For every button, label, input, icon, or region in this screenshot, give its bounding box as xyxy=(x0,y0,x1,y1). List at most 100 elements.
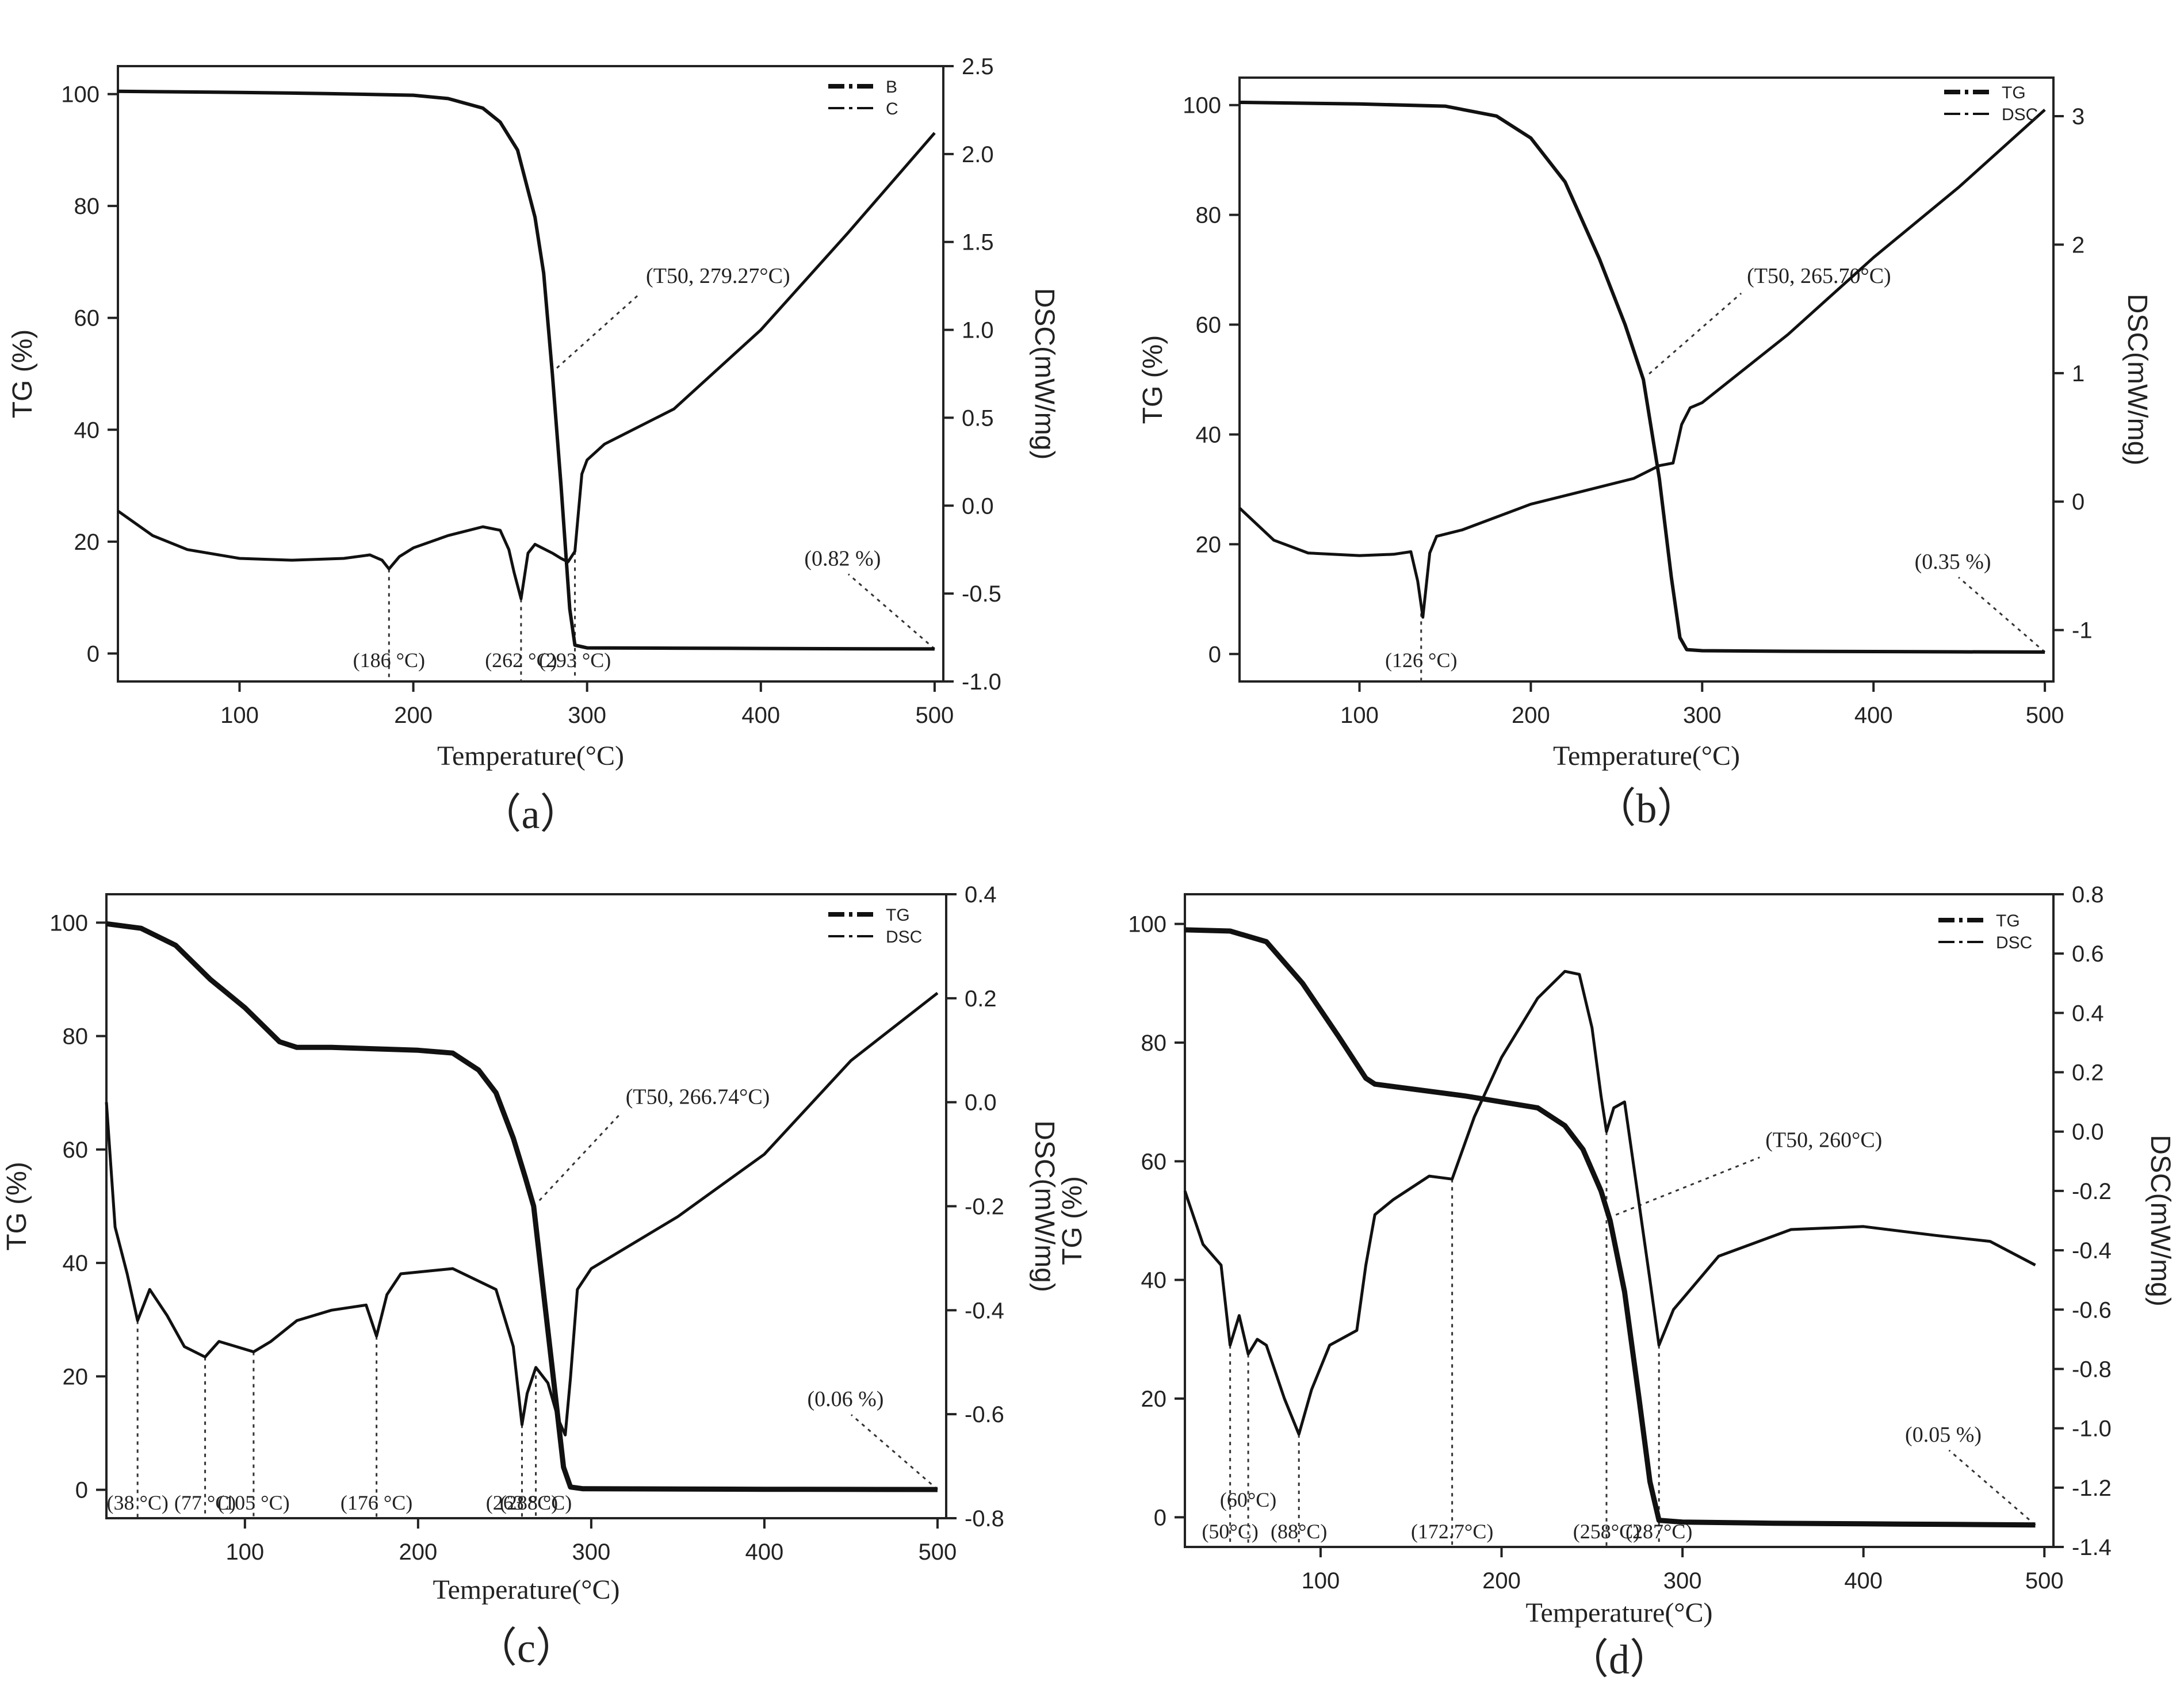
y2-tick-label: 1.0 xyxy=(962,318,994,343)
peak-annotation: (263 °C) xyxy=(486,1491,558,1514)
residue-annotation: (0.35 %) xyxy=(1915,550,1991,574)
y2-tick-label: -0.6 xyxy=(2072,1297,2112,1323)
x-tick-label: 500 xyxy=(2025,1568,2064,1594)
t50-leader-line xyxy=(538,1113,621,1201)
y2-tick-label: 2.5 xyxy=(962,54,994,79)
x-tick-label: 500 xyxy=(2026,703,2064,728)
dsc-curve xyxy=(1183,970,2036,1436)
y2-tick-label: -0.2 xyxy=(965,1194,1004,1220)
tg-curve xyxy=(106,921,938,1492)
y2-tick-label: 1 xyxy=(2072,361,2084,386)
legend-label: TG xyxy=(1996,911,2020,930)
y-tick-label: 100 xyxy=(61,82,100,108)
x-tick-label: 400 xyxy=(1854,703,1893,728)
y2-tick-label: -0.4 xyxy=(965,1298,1004,1323)
y2-tick-label: -0.8 xyxy=(965,1506,1004,1531)
peak-annotation: (50°C) xyxy=(1202,1520,1258,1543)
y-tick-label: 100 xyxy=(1128,912,1166,937)
x-tick-label: 100 xyxy=(225,1539,264,1565)
y2-axis-title: DSC(mW/mg) xyxy=(1029,288,1060,460)
legend-label: DSC xyxy=(2002,105,2038,124)
y-axis-title: TG (%) xyxy=(7,330,38,419)
panel-label: （a） xyxy=(480,791,582,837)
x-axis-title: Temperature(°C) xyxy=(437,741,624,771)
y2-tick-label: 0.0 xyxy=(962,493,994,519)
x-tick-label: 300 xyxy=(568,703,606,728)
y2-axis-title: DSC(mW/mg) xyxy=(1029,1120,1060,1292)
y-tick-label: 80 xyxy=(1196,203,1222,228)
t50-annotation: (T50, 279.27°C) xyxy=(646,264,790,288)
x-tick-label: 500 xyxy=(919,1539,957,1565)
y2-tick-label: 0.8 xyxy=(2072,882,2104,907)
y2-tick-label: -0.5 xyxy=(962,581,1001,607)
residue-annotation: (0.05 %) xyxy=(1905,1423,1982,1447)
y2-tick-label: -0.2 xyxy=(2072,1179,2112,1204)
y2-axis-title: DSC(mW/mg) xyxy=(2122,294,2152,466)
peak-annotation: (105 °C) xyxy=(217,1491,289,1514)
x-tick-label: 100 xyxy=(220,703,259,728)
y2-tick-label: 0.2 xyxy=(965,986,997,1012)
y-tick-label: 20 xyxy=(74,530,100,555)
y-tick-label: 80 xyxy=(74,194,100,219)
panel-label: （c） xyxy=(476,1625,577,1671)
y2-tick-label: -1.2 xyxy=(2072,1476,2112,1501)
dsc-curve xyxy=(1238,109,2046,619)
y2-tick-label: -1.0 xyxy=(962,669,1001,695)
y2-tick-label: 0.0 xyxy=(2072,1120,2104,1145)
legend-label: B xyxy=(886,78,897,97)
peak-annotation: (186 °C) xyxy=(353,649,425,672)
x-axis-title: Temperature(°C) xyxy=(433,1575,619,1605)
x-tick-label: 200 xyxy=(1512,703,1550,728)
tg-curve xyxy=(1184,927,2036,1528)
y-tick-label: 20 xyxy=(1196,532,1222,557)
y-tick-label: 60 xyxy=(1196,313,1222,338)
x-axis-title: Temperature(°C) xyxy=(1553,741,1740,771)
y-tick-label: 40 xyxy=(1141,1268,1167,1293)
panel-d: 100 200 300 400 500 0 20 40 60 80 100 -1.4 -1.2 -1.0 -… xyxy=(1057,882,2175,1683)
panel-label: （d） xyxy=(1567,1637,1671,1683)
legend-label: TG xyxy=(2002,83,2026,102)
dsc-curve xyxy=(117,132,936,600)
t50-annotation: (T50, 266.74°C) xyxy=(626,1085,770,1109)
y-tick-label: 40 xyxy=(63,1251,89,1276)
x-tick-label: 300 xyxy=(1663,1568,1702,1594)
y-tick-label: 80 xyxy=(63,1024,89,1050)
x-tick-label: 500 xyxy=(916,703,954,728)
y-tick-label: 100 xyxy=(1183,93,1221,118)
x-tick-label: 300 xyxy=(1683,703,1722,728)
y-axis-title: TG (%) xyxy=(2,1162,32,1251)
legend-label: TG xyxy=(886,906,910,925)
y-tick-label: 80 xyxy=(1141,1031,1167,1056)
panel-a: 100 200 300 400 500 0 20 40 60 80 100 -1.0 -0.5 0.0 0.… xyxy=(7,54,1060,837)
peak-annotation: (176 °C) xyxy=(341,1491,412,1514)
x-tick-label: 100 xyxy=(1302,1568,1340,1594)
panel-label: （b） xyxy=(1594,786,1698,832)
y2-tick-label: 0.6 xyxy=(2072,941,2104,967)
peak-annotation: (258°C) xyxy=(1573,1520,1640,1543)
y2-tick-label: 0.4 xyxy=(2072,1001,2104,1026)
tg-curve xyxy=(117,89,935,651)
y2-tick-label: -0.8 xyxy=(2072,1357,2112,1382)
peak-annotation: (88°C) xyxy=(1271,1520,1327,1543)
y-tick-label: 20 xyxy=(1141,1387,1167,1412)
x-tick-label: 400 xyxy=(741,703,780,728)
x-tick-label: 200 xyxy=(399,1539,437,1565)
y2-tick-label: 0.5 xyxy=(962,405,994,431)
y2-tick-label: -0.6 xyxy=(965,1402,1004,1427)
residue-annotation: (0.82 %) xyxy=(804,546,881,570)
legend-label: C xyxy=(886,99,898,118)
y-tick-label: 40 xyxy=(74,418,100,443)
y-axis-title: TG (%) xyxy=(1138,335,1168,424)
panel-c: 100 200 300 400 500 0 20 40 60 80 100 -0.8 -0.6 -0.4 -… xyxy=(2,882,1060,1671)
y2-tick-label: -0.4 xyxy=(2072,1238,2112,1263)
y-tick-label: 60 xyxy=(74,306,100,331)
y-tick-label: 60 xyxy=(63,1138,89,1163)
legend-label: DSC xyxy=(886,928,922,947)
x-axis-title: Temperature(°C) xyxy=(1525,1598,1712,1628)
plot-frame xyxy=(1238,76,2055,683)
y2-axis-title: DSC(mW/mg) xyxy=(2145,1135,2175,1307)
y2-tick-label: 0 xyxy=(2072,489,2084,515)
peak-annotation: (262 °C) xyxy=(485,649,557,672)
y-tick-label: 0 xyxy=(75,1478,88,1503)
